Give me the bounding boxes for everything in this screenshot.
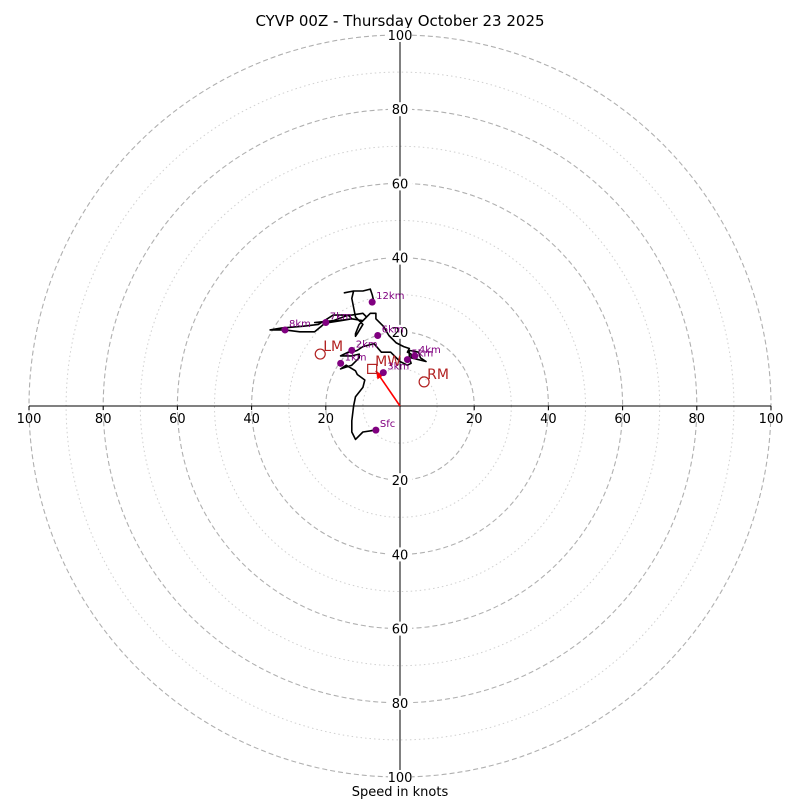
tick-label-top-100: 100	[388, 29, 413, 44]
tick-label-top-40: 40	[392, 252, 409, 267]
tick-bg-top-40	[388, 250, 412, 265]
tick-label-left-80: 80	[95, 412, 112, 427]
tick-bg-bottom-60	[388, 621, 412, 636]
height-label-4km: 4km	[419, 345, 441, 356]
height-label-2km: 2km	[356, 339, 378, 350]
tick-label-right-20: 20	[466, 412, 483, 427]
tick-bg-bottom-40	[388, 547, 412, 562]
height-marker-5km	[403, 356, 411, 364]
tick-label-bottom-20: 20	[392, 474, 409, 489]
wind-trace	[269, 288, 427, 441]
tick-bg-top-60	[388, 176, 412, 191]
tick-bg-bottom-100	[388, 770, 412, 784]
tick-label-left-40: 40	[243, 412, 260, 427]
height-label-12km: 12km	[376, 291, 404, 302]
tick-label-top-20: 20	[392, 326, 409, 341]
height-marker-1km	[337, 359, 345, 367]
tick-label-right-80: 80	[689, 412, 706, 427]
wind-trace-line	[269, 288, 427, 441]
height-label-1km: 1km	[345, 352, 367, 363]
height-marker-sfc	[372, 426, 380, 434]
tick-bg-top-80	[388, 102, 412, 117]
tick-bg-top-100	[388, 28, 412, 42]
height-marker-6km	[374, 332, 382, 340]
tick-label-top-60: 60	[392, 177, 409, 192]
storm-label-rm: RM	[427, 367, 449, 383]
tick-label-bottom-60: 60	[392, 623, 409, 638]
height-label-sfc: Sfc	[380, 419, 395, 430]
height-label-6km: 6km	[382, 325, 404, 336]
height-label-5km: 5km	[411, 349, 433, 360]
height-marker-2km	[348, 346, 356, 354]
tick-bg-top-20	[388, 324, 412, 339]
storm-marker-lm	[314, 348, 326, 360]
storm-label-lm: LM	[323, 339, 343, 355]
tick-label-left-20: 20	[318, 412, 335, 427]
tick-label-left-100: 100	[17, 412, 42, 427]
storm-label-mw: MW	[375, 354, 401, 370]
storm-motion-markers: LM MW RM	[314, 339, 449, 388]
tick-label-right-100: 100	[759, 412, 784, 427]
mean-wind-arrow-head	[375, 370, 384, 380]
x-axis-label: Speed in knots	[352, 785, 449, 800]
height-label-8km: 8km	[289, 319, 311, 330]
height-label-3km: 3km	[387, 362, 409, 373]
storm-marker-rm	[418, 376, 430, 388]
chart-title: CYVP 00Z - Thursday October 23 2025	[255, 12, 544, 30]
height-label-7km: 7km	[330, 312, 352, 323]
tick-label-bottom-100: 100	[388, 771, 413, 786]
tick-label-top-80: 80	[392, 103, 409, 118]
tick-bg-bottom-20	[388, 473, 412, 488]
tick-label-bottom-80: 80	[392, 697, 409, 712]
storm-marker-mw	[367, 363, 378, 374]
tick-bg-bottom-80	[388, 695, 412, 710]
tick-label-bottom-40: 40	[392, 548, 409, 563]
height-marker-8km	[281, 326, 289, 334]
tick-label-right-40: 40	[540, 412, 557, 427]
height-marker-4km	[411, 352, 419, 360]
mean-wind-vector	[375, 370, 401, 407]
height-marker-3km	[379, 369, 387, 377]
tick-label-right-60: 60	[614, 412, 631, 427]
tick-label-left-60: 60	[169, 412, 186, 427]
height-marker-7km	[322, 319, 330, 327]
tick-labels: 100 80 60 40 20 20 40 60 80 100 20 40 60 80 100 20 40 60 8…	[17, 28, 784, 786]
height-marker-12km	[368, 298, 376, 306]
